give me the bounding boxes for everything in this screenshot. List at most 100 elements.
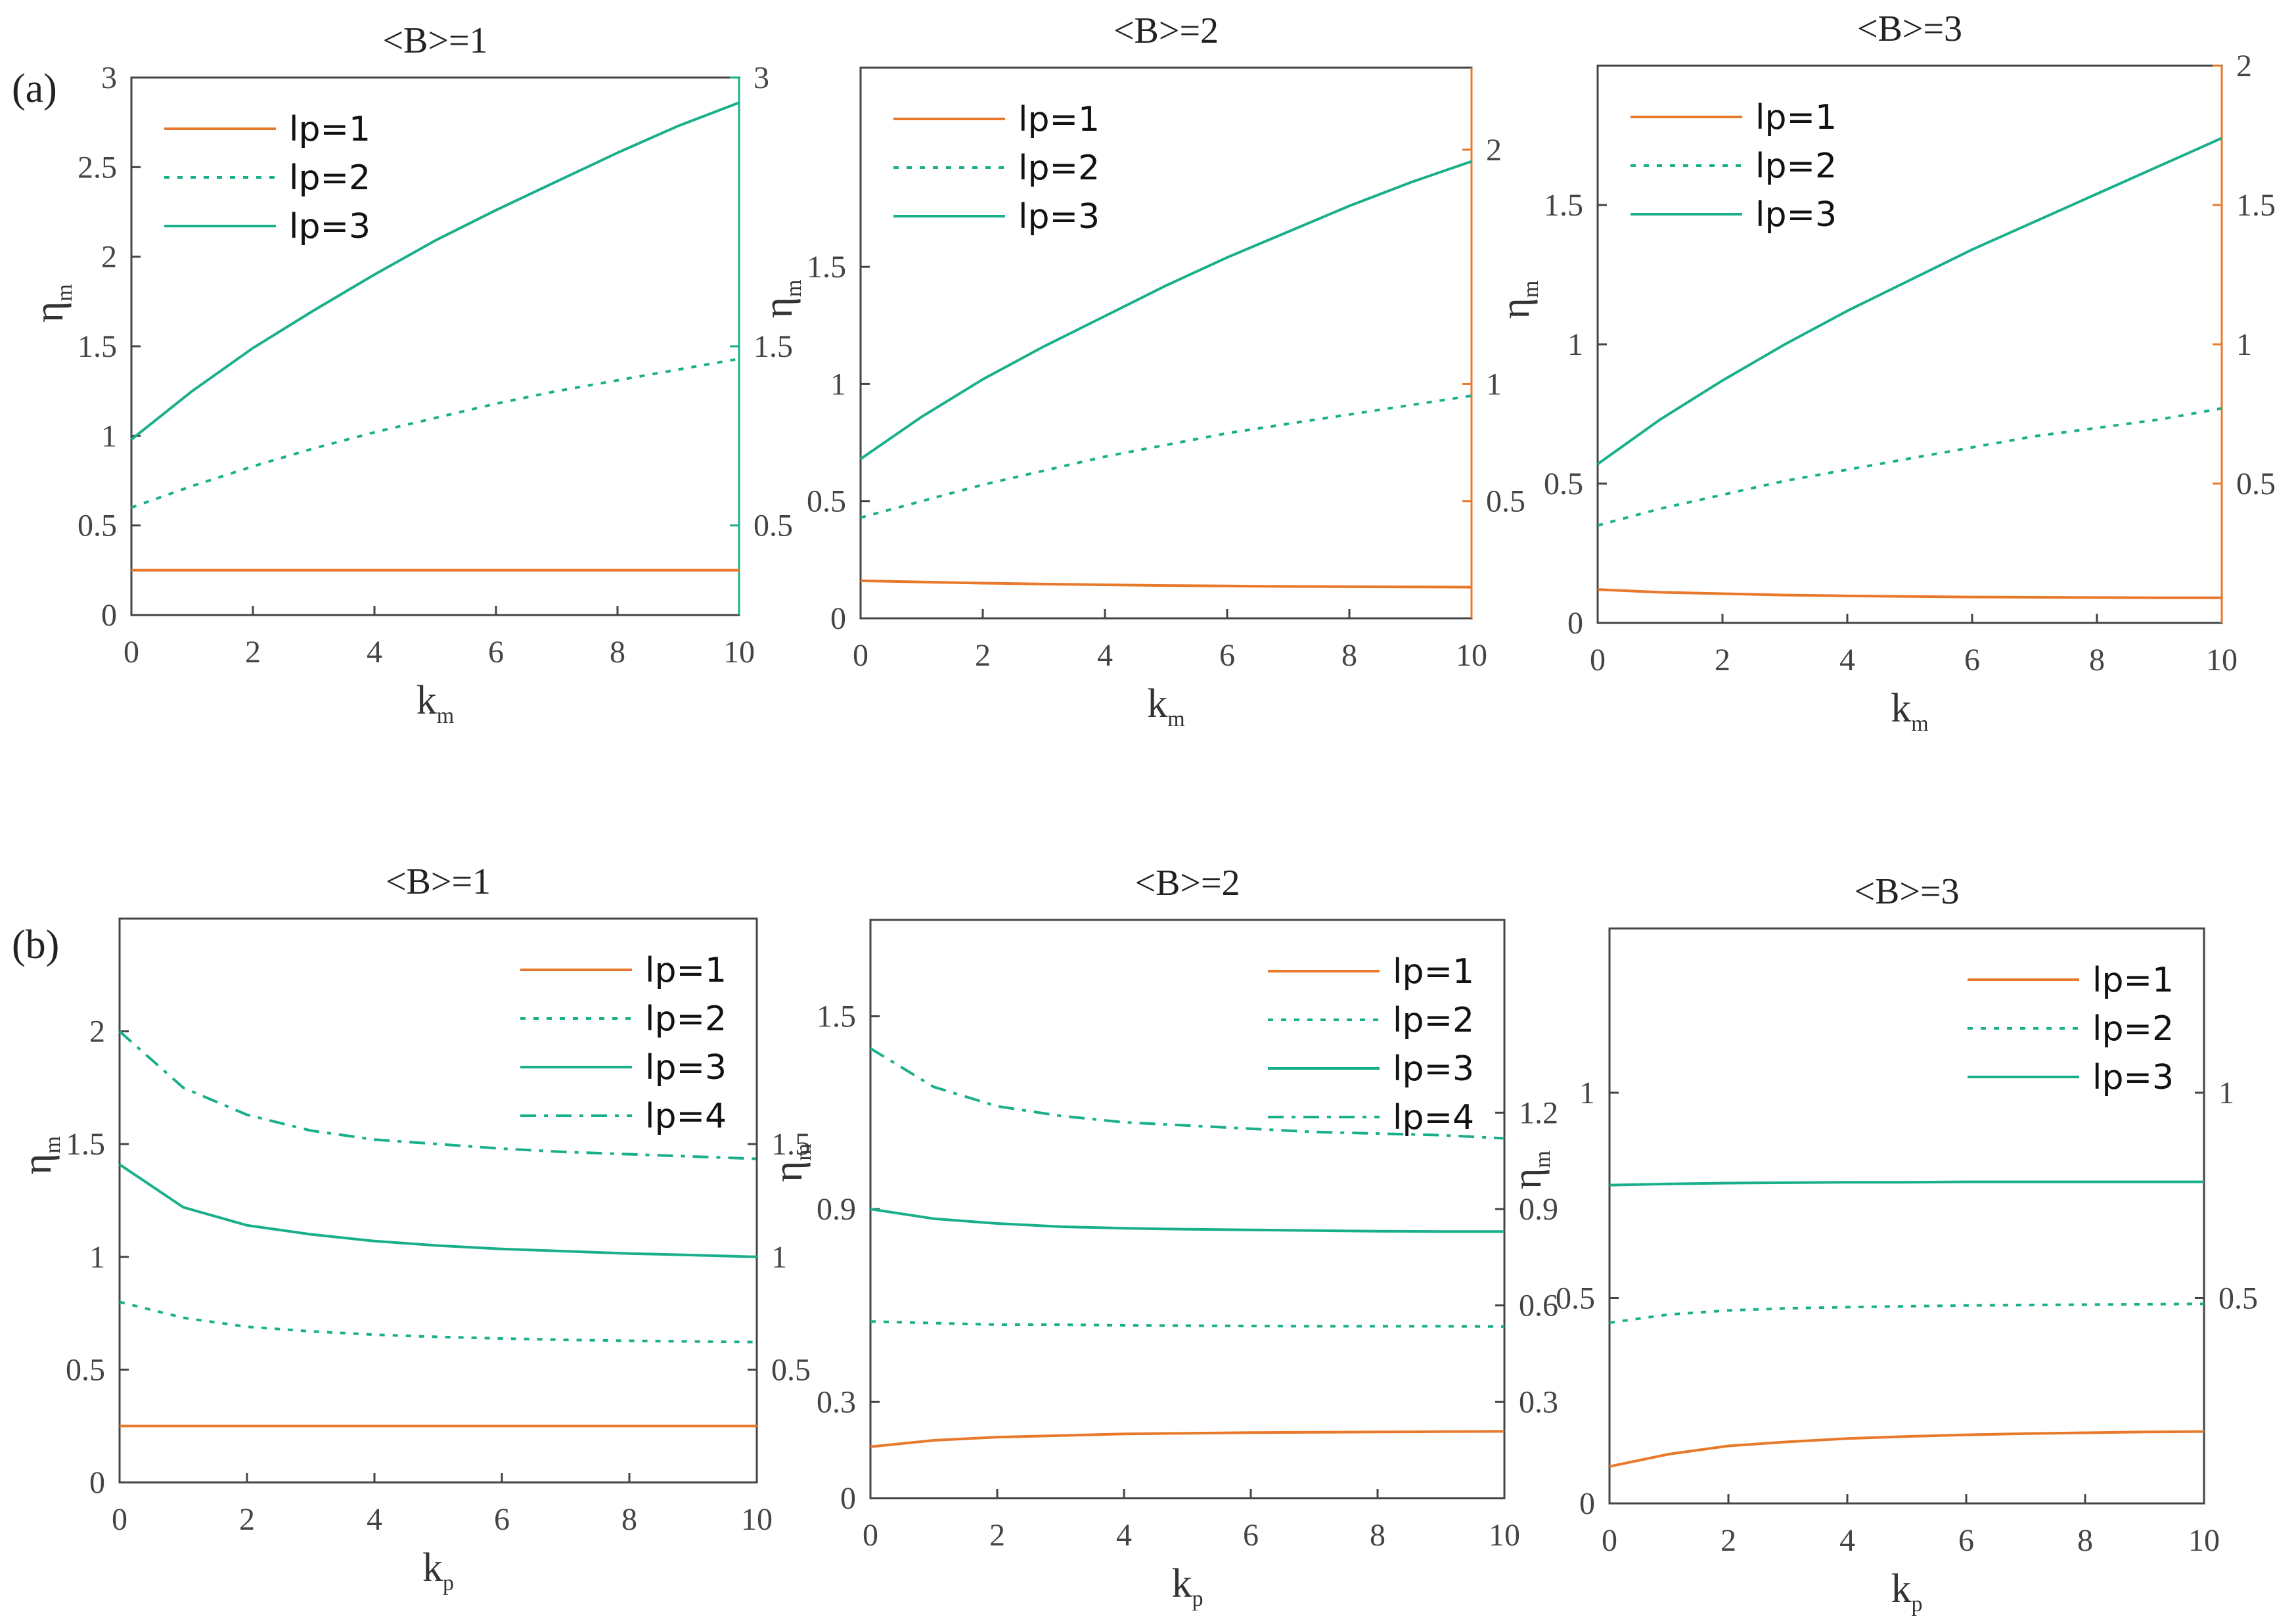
y-axis-label: ηm — [1505, 1151, 1555, 1189]
x-axis-label: km — [1147, 681, 1184, 731]
chart-panel-1: <B>=1 0 2 4 6 8 10 0 0.5 1 1.5 2 2.5 3 0.5 1.5 3 km ηm lp=1… — [27, 20, 793, 728]
chart-title: <B>=1 — [386, 861, 491, 902]
x-tick-label: 8 — [621, 1502, 637, 1537]
right-y-tick-label: 1.5 — [2236, 188, 2276, 223]
x-tick-label: 6 — [1219, 638, 1235, 673]
right-y-tick-label: 2 — [1486, 133, 1502, 168]
panel-label-b: (b) — [12, 923, 59, 967]
right-y-tick-label: 0.5 — [1486, 484, 1525, 519]
series-line-lp2 — [870, 1320, 1505, 1328]
legend-label-lp3: lp=3 — [1393, 1049, 1474, 1089]
right-y-tick-label: 1.5 — [771, 1127, 811, 1162]
y-axis-label: ηm — [27, 284, 77, 323]
x-tick-label: 8 — [2077, 1523, 2093, 1558]
right-y-tick-label: 0.5 — [754, 509, 793, 543]
chart-title: <B>=2 — [1135, 863, 1240, 903]
series-line-lp2 — [1597, 407, 2222, 527]
x-tick-label: 8 — [1341, 638, 1357, 673]
right-y-tick-label: 0.9 — [1519, 1192, 1558, 1227]
chart-panel-6: <B>=3 0 2 4 6 8 10 0 0.5 1 0.5 1 kp ηm lp=1 lp=2 lp=3 — [1505, 871, 2258, 1616]
series-line-lp3 — [118, 1163, 757, 1258]
y-axis-label: ηm — [15, 1136, 65, 1175]
right-y-tick-label: 0.3 — [1519, 1384, 1558, 1419]
series-line-lp3 — [859, 160, 1472, 461]
y-tick-label: 0.5 — [1544, 467, 1583, 501]
legend-label-lp3: lp=3 — [1018, 197, 1100, 237]
right-y-tick-label: 0.5 — [771, 1352, 811, 1387]
right-y-tick-label: 1 — [2218, 1076, 2234, 1110]
x-tick-label: 4 — [1839, 1523, 1855, 1558]
x-tick-label: 2 — [239, 1502, 255, 1537]
x-tick-label: 2 — [1715, 643, 1730, 677]
right-y-tick-label: 0.6 — [1519, 1289, 1558, 1323]
series-line-lp2 — [131, 357, 740, 509]
charts-container: <B>=10 2 4 6 8 1000.511.522.530.51.53kmηmlp=1… — [15, 9, 2276, 1616]
x-axis-label: km — [416, 678, 454, 728]
y-tick-label: 1.5 — [78, 329, 117, 364]
x-tick-label: 2 — [1721, 1523, 1736, 1558]
x-tick-label: 4 — [367, 1502, 382, 1537]
chart-title: <B>=1 — [382, 20, 487, 61]
legend-label-lp2: lp=2 — [1018, 149, 1100, 188]
legend-label-lp2: lp=2 — [2092, 1009, 2174, 1049]
chart-panel-5: <B>=20 2 4 6 8 1000.30.91.50.30.60.91.2kpηmlp… — [766, 863, 1558, 1611]
panel-label-a: (a) — [12, 66, 57, 111]
x-tick-label: 0 — [124, 635, 139, 670]
x-tick-label: 10 — [741, 1502, 773, 1537]
y-tick-label: 0.5 — [807, 484, 846, 519]
y-tick-label: 1 — [1579, 1076, 1595, 1110]
y-tick-label: 2.5 — [78, 150, 117, 185]
x-tick-label: 4 — [1839, 643, 1855, 677]
right-y-tick-label: 1 — [1486, 367, 1502, 401]
y-tick-label: 3 — [101, 60, 117, 95]
legend-label-lp3: lp=3 — [1755, 195, 1837, 235]
y-tick-label: 1 — [1567, 327, 1583, 362]
right-y-tick-label: 2 — [2236, 49, 2252, 83]
x-axis-label: kp — [422, 1545, 454, 1595]
legend-label-lp1: lp=1 — [2092, 961, 2174, 1000]
chart-title: <B>=3 — [1854, 871, 1959, 912]
y-tick-label: 1.5 — [807, 250, 846, 285]
y-tick-label: 1 — [89, 1240, 105, 1275]
legend-label-lp1: lp=1 — [289, 110, 371, 149]
series-line-lp4 — [118, 1030, 757, 1160]
y-axis-label: ηm — [766, 1143, 816, 1182]
y-tick-label: 0.5 — [1556, 1281, 1595, 1316]
right-y-tick-label: 3 — [754, 60, 769, 95]
x-tick-label: 8 — [2089, 643, 2105, 677]
x-tick-label: 6 — [494, 1502, 510, 1537]
chart-panel-4: <B>=1 0 2 4 6 8 10 0 0.5 1 1.5 2 0.5 1 1.5 kp ηm lp=1 lp=2… — [15, 861, 811, 1595]
legend-label-lp2: lp=2 — [1393, 1001, 1474, 1040]
y-tick-label: 0 — [1567, 606, 1583, 641]
legend-label-lp1: lp=1 — [1755, 98, 1837, 137]
x-axis-label: kp — [1172, 1561, 1204, 1611]
y-tick-label: 2 — [101, 240, 117, 275]
chart-title: <B>=3 — [1857, 9, 1962, 49]
right-y-tick-label: 1 — [771, 1240, 787, 1275]
x-axis-label: km — [1891, 686, 1928, 736]
right-y-tick-label: 0.5 — [2236, 467, 2276, 501]
chart-title: <B>=2 — [1114, 11, 1219, 51]
x-tick-label: 0 — [112, 1502, 127, 1537]
series-line-lp3 — [130, 101, 740, 441]
x-tick-label: 0 — [863, 1518, 878, 1553]
legend-label-lp1: lp=1 — [1018, 100, 1100, 139]
y-tick-label: 0.5 — [78, 509, 117, 543]
x-tick-label: 6 — [488, 635, 504, 670]
x-tick-label: 6 — [1243, 1518, 1259, 1553]
y-tick-label: 1.5 — [1544, 188, 1583, 223]
x-tick-label: 0 — [853, 638, 868, 673]
series-line-lp3 — [870, 1208, 1504, 1233]
legend-label-lp1: lp=1 — [645, 951, 727, 990]
right-y-tick-label: 1.2 — [1519, 1095, 1558, 1130]
right-y-tick-label: 1 — [2236, 327, 2252, 362]
series-line-lp3 — [1596, 137, 2222, 465]
x-tick-label: 8 — [1370, 1518, 1385, 1553]
legend-label-lp1: lp=1 — [1393, 952, 1474, 992]
series-line-lp3 — [1609, 1180, 2204, 1187]
legend-label-lp3: lp=3 — [2092, 1058, 2174, 1097]
legend-label-lp2: lp=2 — [289, 158, 371, 198]
x-axis-label: kp — [1891, 1566, 1923, 1616]
chart-panel-3: <B>=3 0 2 4 6 8 10 0 0.5 1 1.5 0.5 1 1.5 2 km ηm lp=1 lp=2… — [1493, 9, 2276, 736]
y-tick-label: 0.3 — [817, 1384, 856, 1419]
